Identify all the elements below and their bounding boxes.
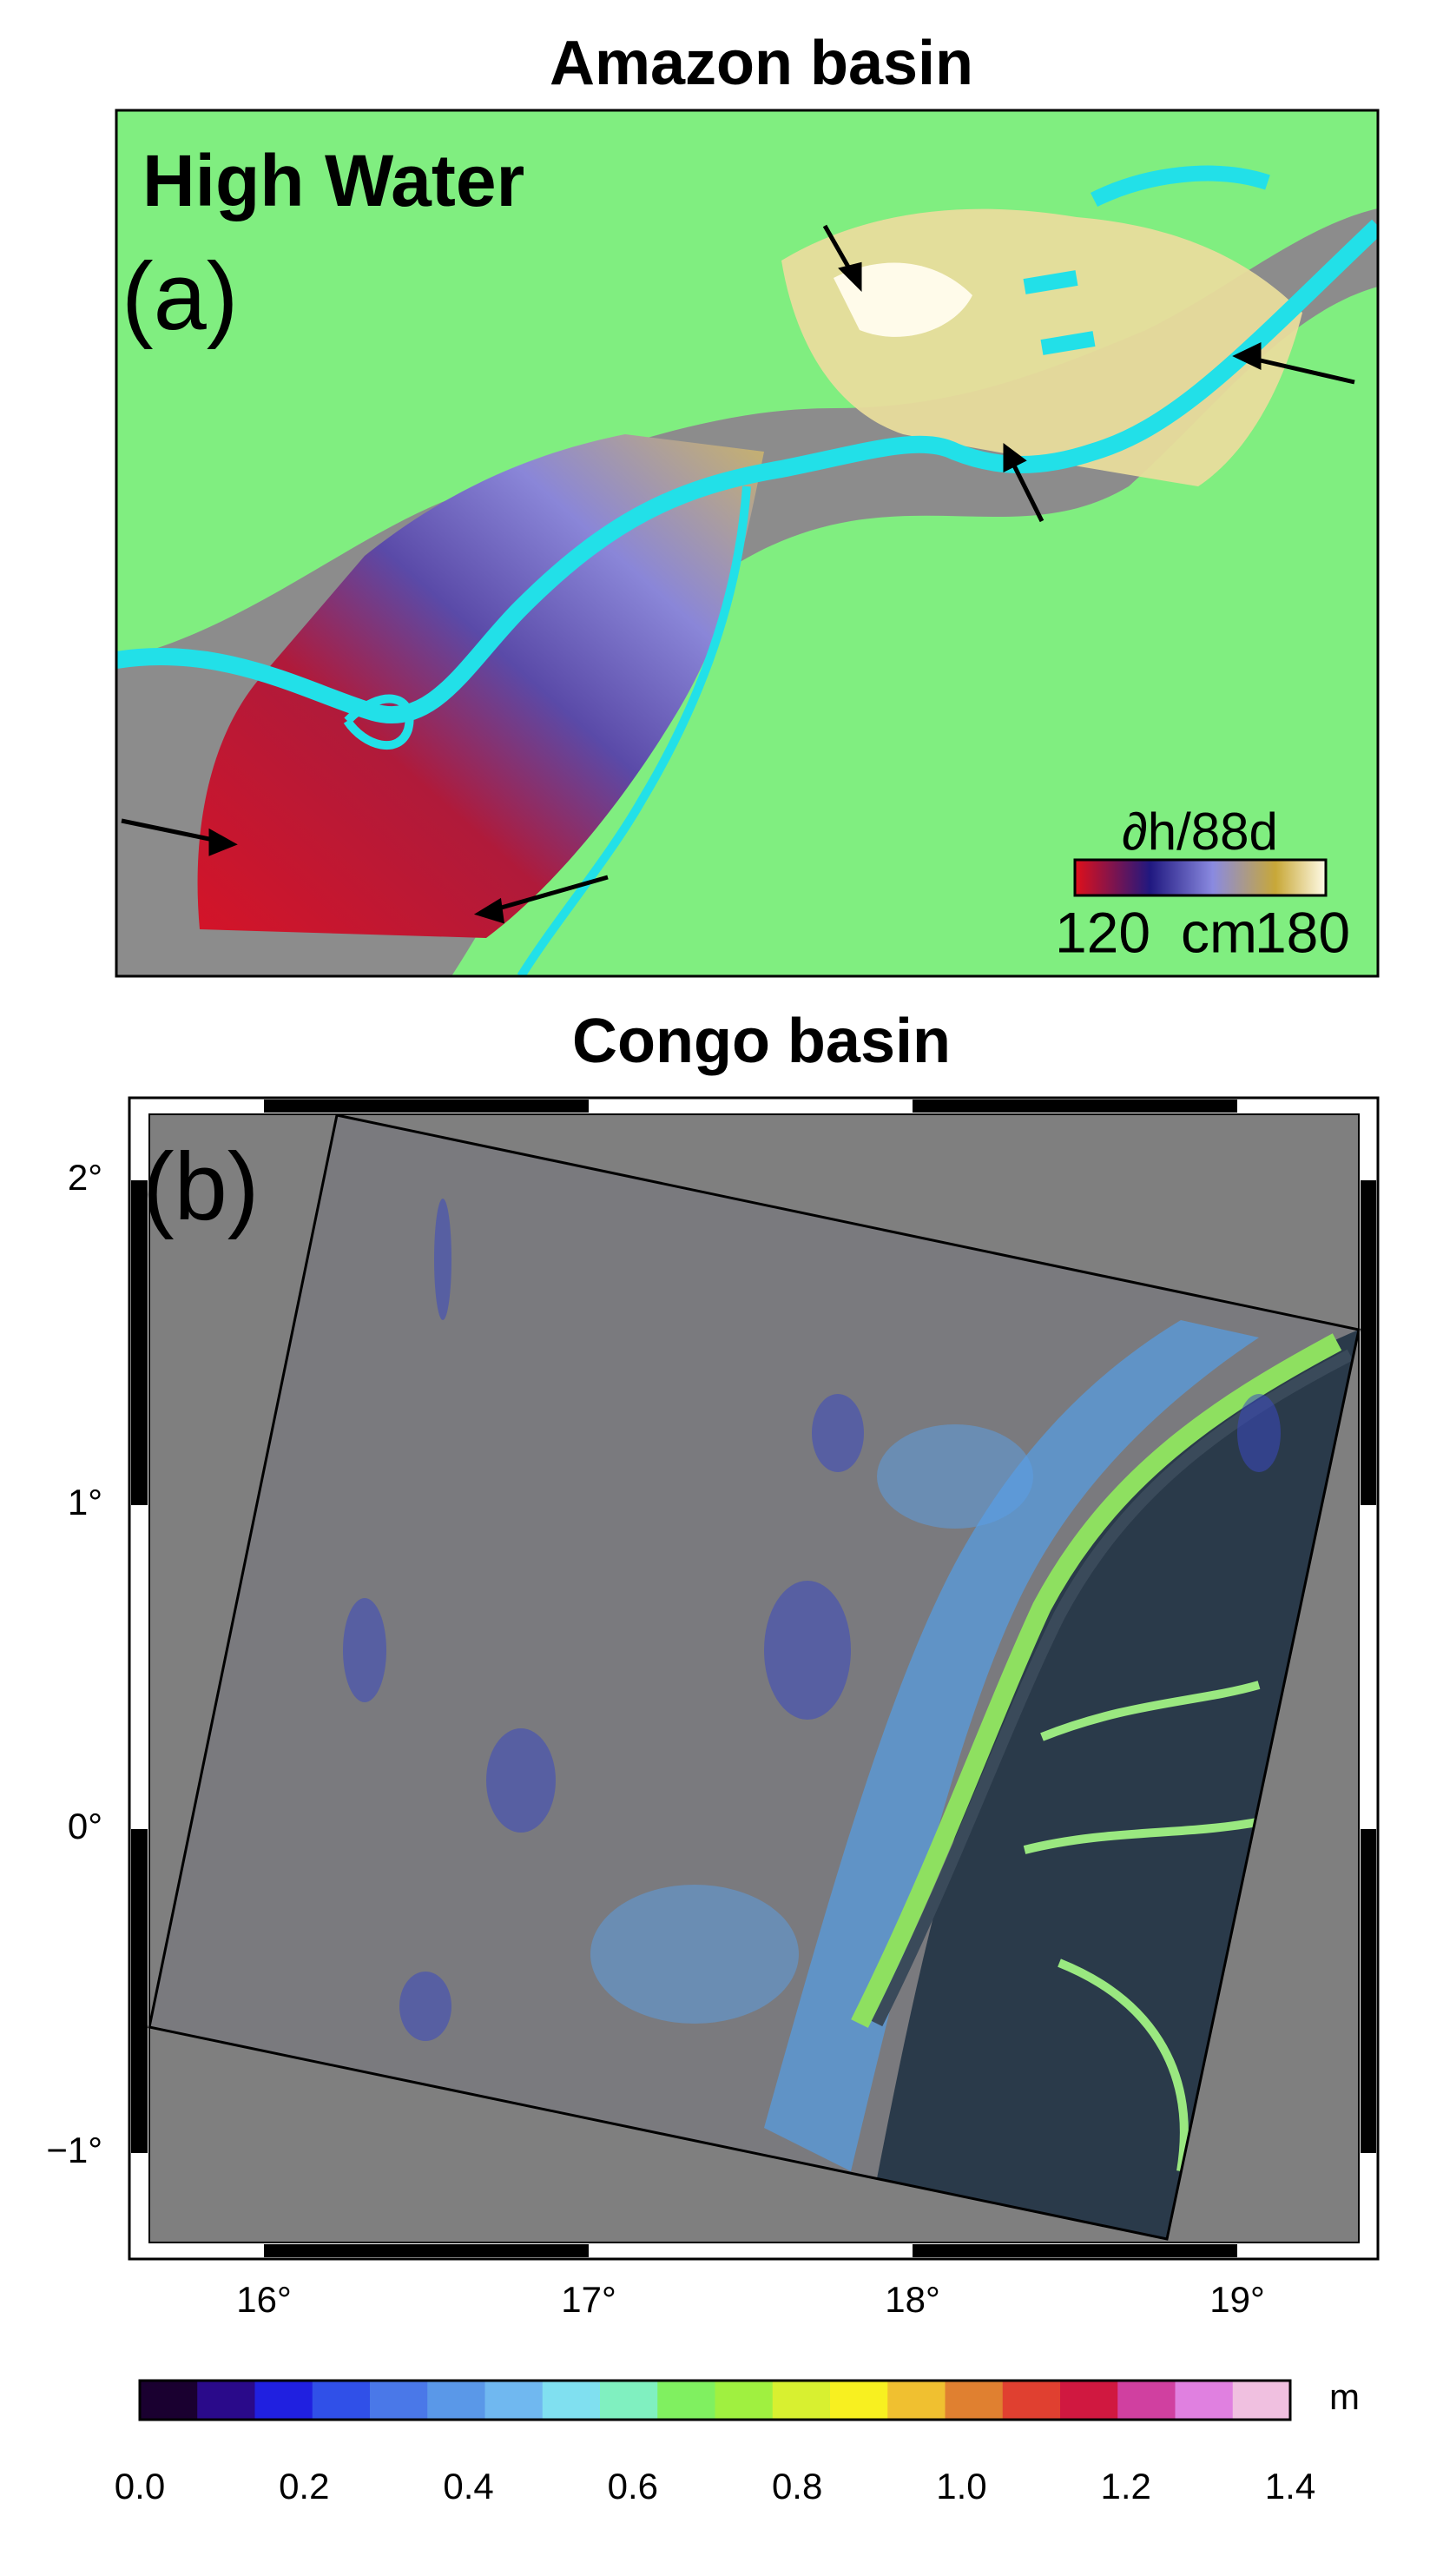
frame-bar: [131, 1829, 148, 2153]
colorbar-tick-label: 1.2: [1101, 2466, 1151, 2507]
colorbar-swatch: [484, 2381, 544, 2420]
colorbar-swatch: [427, 2381, 485, 2420]
colorbar-swatch: [945, 2381, 1004, 2420]
colorbar-swatch: [197, 2381, 255, 2420]
frame-bar: [1361, 1829, 1376, 2153]
y-tick-label: 2°: [68, 1157, 102, 1198]
colorbar-swatch: [772, 2381, 831, 2420]
amazon-map: [116, 110, 1378, 976]
colorbar-swatch: [600, 2381, 658, 2420]
panel-letter: (a): [122, 243, 238, 350]
colorbar-swatch: [1117, 2381, 1176, 2420]
x-tick-label: 19°: [1209, 2279, 1265, 2320]
frame-bar: [264, 1100, 589, 1113]
frame-bar: [913, 2244, 1237, 2257]
panel-title: Amazon basin: [550, 29, 973, 98]
colorbar: [140, 2381, 1291, 2420]
colorbar-tick-label: 0.4: [443, 2466, 493, 2507]
y-tick-label: 0°: [68, 1806, 102, 1846]
wet-patches: [343, 1199, 1281, 2041]
x-tick-label: 18°: [885, 2279, 940, 2320]
colorbar-frame: [138, 2379, 1292, 2421]
colorbar-unit: cm: [1181, 900, 1257, 964]
colorbar-swatch: [1060, 2381, 1118, 2420]
frame-bar: [131, 1180, 148, 1505]
river: [116, 219, 1378, 724]
colorbar-tick-label: 0.2: [279, 2466, 329, 2507]
height-change-patch: [834, 262, 972, 337]
colorbar-tick-label: 0.0: [115, 2466, 165, 2507]
y-tick-label: 1°: [68, 1482, 102, 1522]
x-axis: 16° 17° 18° 19°: [236, 2279, 1265, 2320]
height-change-patch: [197, 434, 765, 938]
colorbar: [1073, 858, 1328, 897]
colorbar-swatch: [542, 2381, 601, 2420]
panel-title: Congo basin: [572, 1007, 951, 1076]
colorbar-swatch: [887, 2381, 946, 2420]
frame-bar: [913, 1100, 1237, 1113]
colorbar-swatch: [370, 2381, 428, 2420]
colorbar-swatch: [830, 2381, 888, 2420]
colorbar-swatch: [140, 2381, 198, 2420]
frame-ticks: [131, 1100, 1376, 2257]
colorbar-tick-label: 1.4: [1265, 2466, 1315, 2507]
frame-bar: [1361, 1180, 1376, 1505]
scene-outline: [148, 1113, 1361, 2241]
colorbar-swatch: [1232, 2381, 1291, 2420]
colorbar-swatch: [1002, 2381, 1061, 2420]
colorbar-max: 180: [1255, 900, 1350, 964]
colorbar-unit: m: [1329, 2376, 1360, 2417]
y-axis: 2° 1° 0° −1°: [46, 1157, 102, 2170]
colorbar-min: 120: [1055, 900, 1150, 964]
panel-frame: [115, 109, 1380, 978]
colorbar-swatch: [312, 2381, 371, 2420]
colorbar-swatch: [715, 2381, 774, 2420]
colorbar-ticks: 0.0 0.2 0.4 0.6 0.8 1.0 1.2 1.4: [115, 2466, 1315, 2507]
colorbar-tick-label: 0.6: [608, 2466, 658, 2507]
colorbar-tick-label: 0.8: [772, 2466, 822, 2507]
frame-bar: [264, 2244, 589, 2257]
river: [343, 694, 414, 750]
river: [517, 485, 751, 976]
colorbar-tick-label: 1.0: [936, 2466, 986, 2507]
x-tick-label: 16°: [236, 2279, 292, 2320]
colorbar-title: ∂h/88d: [1122, 803, 1278, 861]
x-tick-label: 17°: [561, 2279, 616, 2320]
colorbar-swatch: [657, 2381, 715, 2420]
arrows: [121, 224, 1355, 924]
river-margin: [851, 1333, 1342, 2028]
colorbar-swatch: [254, 2381, 313, 2420]
panel-letter: (b): [142, 1133, 259, 1240]
colorbar-swatch: [1175, 2381, 1234, 2420]
panel-label: High Water: [142, 140, 524, 221]
lakes: [1023, 165, 1270, 355]
y-tick-label: −1°: [46, 2130, 102, 2170]
